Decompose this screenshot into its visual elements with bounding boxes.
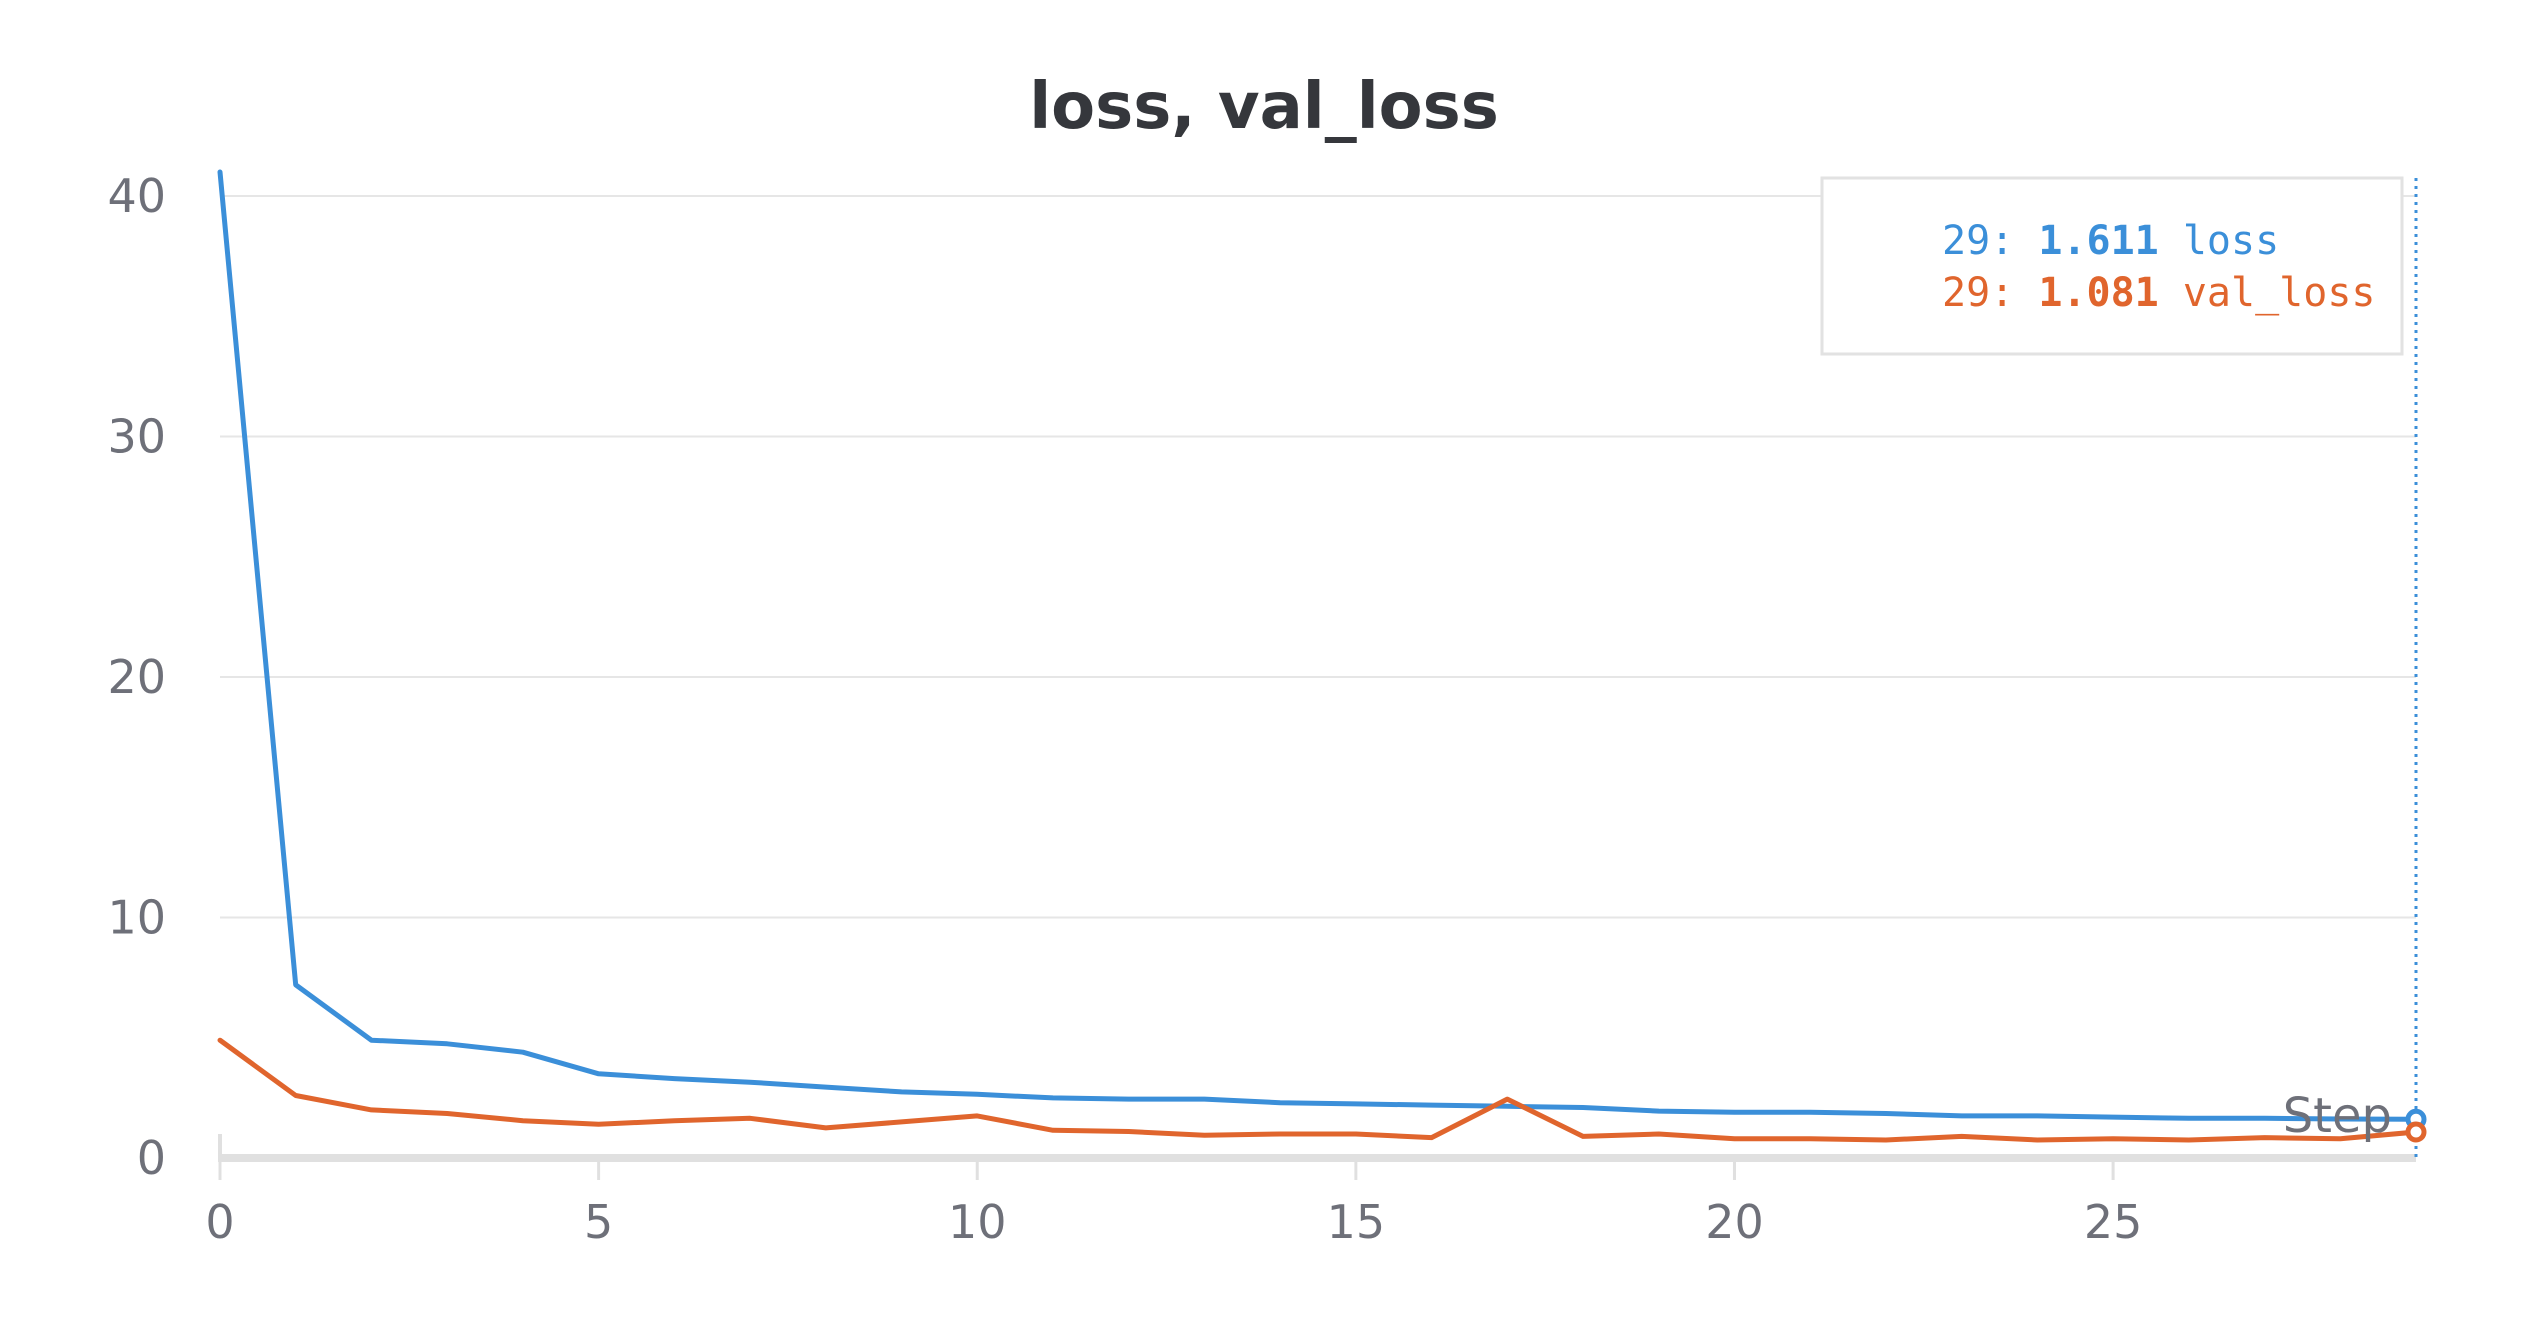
tooltip-series-name: loss <box>2159 218 2279 264</box>
y-tick-label: 0 <box>137 1131 166 1185</box>
x-tick-label: 0 <box>205 1195 234 1249</box>
y-tick-label: 20 <box>107 650 166 704</box>
x-tick-label: 10 <box>948 1195 1007 1249</box>
y-axis-ticks: 0 10 20 30 40 <box>107 169 166 1185</box>
tooltip-step: 29: <box>1942 270 2038 316</box>
tooltip-series-name: val_loss <box>2159 270 2376 316</box>
y-tick-label: 30 <box>107 410 166 464</box>
x-tick-label: 25 <box>2084 1195 2143 1249</box>
hover-point-val-loss <box>2405 1121 2427 1143</box>
series-line-val-loss[interactable] <box>217 1037 2419 1143</box>
x-tick-label: 20 <box>1705 1195 1764 1249</box>
y-tick-label: 10 <box>107 891 166 945</box>
tooltip-box <box>1820 176 2404 356</box>
y-tick-label: 40 <box>107 169 166 223</box>
series-line-loss[interactable] <box>217 169 2419 1122</box>
tooltip-entry-loss: 29: 1.611 loss <box>1942 218 2279 264</box>
series-lines[interactable] <box>217 169 2419 1143</box>
tooltip-value: 1.081 <box>2038 270 2158 316</box>
hover-marker <box>2405 178 2427 1158</box>
x-tick-label: 15 <box>1327 1195 1386 1249</box>
tooltip-value: 1.611 <box>2038 218 2158 264</box>
x-axis: 0 5 10 15 20 25 <box>205 1134 2416 1249</box>
chart-title: loss, val_loss <box>1029 70 1499 144</box>
tooltip-step: 29: <box>1942 218 2038 264</box>
x-tick-label: 5 <box>584 1195 613 1249</box>
tooltip-entry-val-loss: 29: 1.081 val_loss <box>1942 270 2376 316</box>
x-axis-label: Step <box>2283 1088 2392 1144</box>
